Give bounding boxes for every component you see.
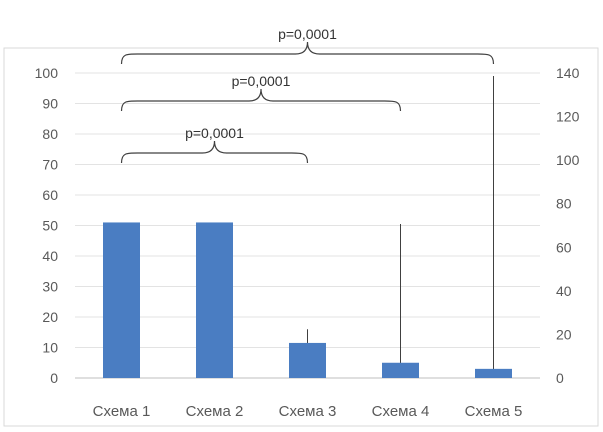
bar [103, 222, 140, 378]
y2-tick-label: 80 [556, 196, 572, 212]
x-axis: Схема 1 Схема 2 Схема 3 Схема 4 Схема 5 [93, 403, 523, 420]
y-tick-label: 100 [35, 65, 59, 81]
y-tick-label: 90 [42, 96, 58, 112]
x-tick-label: Схема 3 [279, 403, 337, 420]
p-value-label: p=0,0001 [185, 125, 244, 141]
significance-brackets: p=0,0001 p=0,0001 p=0,0001 [120, 26, 495, 164]
y-axis-right: 0 20 40 60 80 100 120 140 [556, 65, 580, 386]
bar [382, 362, 419, 378]
bars [103, 222, 512, 378]
y-tick-label: 70 [42, 157, 58, 173]
x-tick-label: Схема 2 [186, 403, 244, 420]
significance-bracket [120, 140, 309, 164]
y2-tick-label: 60 [556, 239, 572, 255]
y-tick-label: 20 [42, 309, 58, 325]
y-tick-label: 60 [42, 187, 58, 203]
x-tick-label: Схема 4 [372, 403, 430, 420]
y-tick-label: 10 [42, 340, 58, 356]
p-value-label: p=0,0001 [278, 26, 337, 42]
y2-tick-label: 100 [556, 152, 580, 168]
y2-tick-label: 120 [556, 109, 580, 125]
y-tick-label: 40 [42, 248, 58, 264]
y-tick-label: 50 [42, 218, 58, 234]
y2-tick-label: 20 [556, 326, 572, 342]
y-tick-label: 0 [50, 370, 58, 386]
significance-bracket [120, 41, 495, 65]
p-value-label: p=0,0001 [232, 73, 291, 89]
y-tick-label: 30 [42, 279, 58, 295]
bar [475, 368, 512, 378]
y2-tick-label: 40 [556, 283, 572, 299]
gridlines [75, 72, 540, 379]
x-tick-label: Схема 1 [93, 403, 151, 420]
y2-tick-label: 140 [556, 65, 580, 81]
y2-tick-label: 0 [556, 370, 564, 386]
x-tick-label: Схема 5 [465, 403, 523, 420]
bar [196, 222, 233, 378]
y-axis-left: 0 10 20 30 40 50 60 70 80 90 100 [35, 65, 59, 386]
y-tick-label: 80 [42, 126, 58, 142]
bar [289, 342, 326, 378]
significance-bracket [120, 88, 402, 112]
